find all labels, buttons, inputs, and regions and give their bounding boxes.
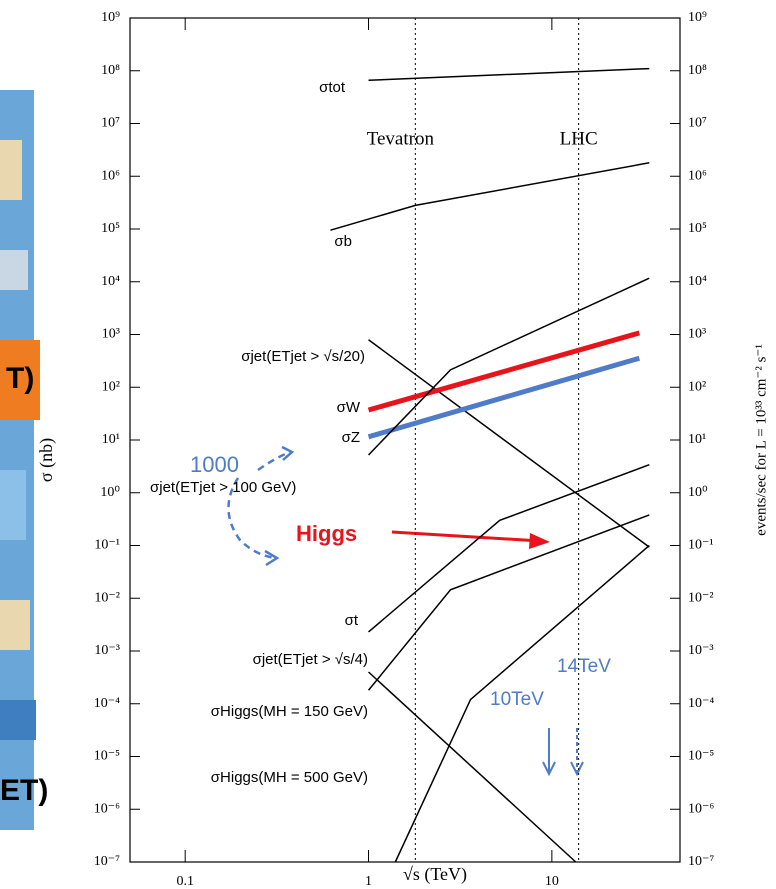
- y2-tick-label: 10⁻⁶: [688, 801, 714, 816]
- series-label: σW: [337, 399, 361, 416]
- series-label: σjet(ETjet > √s/20): [241, 348, 365, 365]
- y-tick-label: 10⁶: [101, 168, 120, 183]
- y-tick-label: 10⁻⁷: [94, 854, 120, 869]
- y-tick-label: 10⁻²: [94, 590, 120, 605]
- series-line: [368, 339, 650, 548]
- series-line: [368, 671, 577, 863]
- y-tick-label: 10⁻⁶: [94, 801, 120, 816]
- y-tick-label: 10⁻⁴: [94, 696, 120, 711]
- y2-tick-label: 10⁻¹: [688, 538, 714, 553]
- y-tick-label: 10²: [102, 379, 120, 394]
- annotation: Higgs: [296, 521, 357, 546]
- y-tick-label: 10⁻³: [94, 643, 120, 658]
- annotation: 14TeV: [557, 656, 611, 677]
- series-line: [368, 464, 650, 633]
- series-line: [394, 544, 650, 863]
- y-tick-label: 10⁰: [100, 485, 120, 500]
- y-tick-label: 10⁹: [101, 10, 120, 25]
- series-line: [368, 67, 650, 82]
- y2-tick-label: 10⁰: [688, 485, 708, 500]
- y-tick-label: 10⁻¹: [94, 538, 120, 553]
- x-tick-label: 10: [545, 874, 559, 889]
- cropped-image: [0, 90, 40, 830]
- y2-tick-label: 10⁴: [688, 274, 707, 289]
- series-line: [330, 162, 650, 231]
- series-label: σjet(ETjet > √s/4): [253, 651, 368, 668]
- annotation: 1000: [190, 452, 239, 477]
- series-label: σtot: [319, 79, 346, 96]
- series-line: [367, 330, 641, 413]
- y2-tick-label: 10⁵: [688, 221, 707, 236]
- y2-tick-label: 10³: [688, 327, 706, 342]
- y2-tick-label: 10⁻⁵: [688, 749, 714, 764]
- y-tick-label: 10⁵: [101, 221, 120, 236]
- series-label: σHiggs(MH = 500 GeV): [211, 769, 368, 786]
- y-tick-label: 10⁻⁵: [94, 749, 120, 764]
- y2-tick-label: 10⁹: [688, 10, 707, 25]
- fragment-text: ET): [0, 774, 48, 807]
- series-label: σZ: [342, 429, 360, 446]
- series-line: [367, 514, 650, 691]
- reference-label: Tevatron: [367, 128, 435, 149]
- y2-tick-label: 10⁻⁴: [688, 696, 714, 711]
- y2-axis-label: events/sec for L = 10³³ cm⁻² s⁻¹: [753, 344, 769, 536]
- y-tick-label: 10¹: [102, 432, 120, 447]
- y2-tick-label: 10⁷: [688, 116, 707, 131]
- series-line: [367, 355, 641, 440]
- reference-label: LHC: [560, 128, 598, 149]
- y-tick-label: 10⁷: [101, 116, 120, 131]
- y-tick-label: 10³: [102, 327, 120, 342]
- annotation: 10TeV: [490, 689, 544, 710]
- fragment-text: T): [6, 362, 34, 395]
- y-tick-label: 10⁴: [101, 274, 120, 289]
- y2-tick-label: 10²: [688, 379, 706, 394]
- y2-tick-label: 10⁻²: [688, 590, 714, 605]
- y2-tick-label: 10⁶: [688, 168, 707, 183]
- series-label: σb: [334, 233, 352, 250]
- series-line: [367, 277, 650, 456]
- y2-tick-label: 10⁸: [688, 63, 707, 78]
- x-axis-label: √s (TeV): [403, 864, 467, 885]
- annotation-arrows: [227, 445, 584, 777]
- y-axis-label: σ (nb): [36, 438, 57, 482]
- y2-tick-label: 10⁻³: [688, 643, 714, 658]
- x-tick-label: 0.1: [176, 874, 194, 889]
- y-tick-label: 10⁸: [101, 63, 120, 78]
- y2-tick-label: 10¹: [688, 432, 706, 447]
- series-label: σt: [345, 612, 359, 629]
- series-label: σHiggs(MH = 150 GeV): [211, 703, 368, 720]
- y2-tick-label: 10⁻⁷: [688, 854, 714, 869]
- x-tick-label: 1: [365, 874, 372, 889]
- series-label: σjet(ETjet > 100 GeV): [150, 479, 296, 496]
